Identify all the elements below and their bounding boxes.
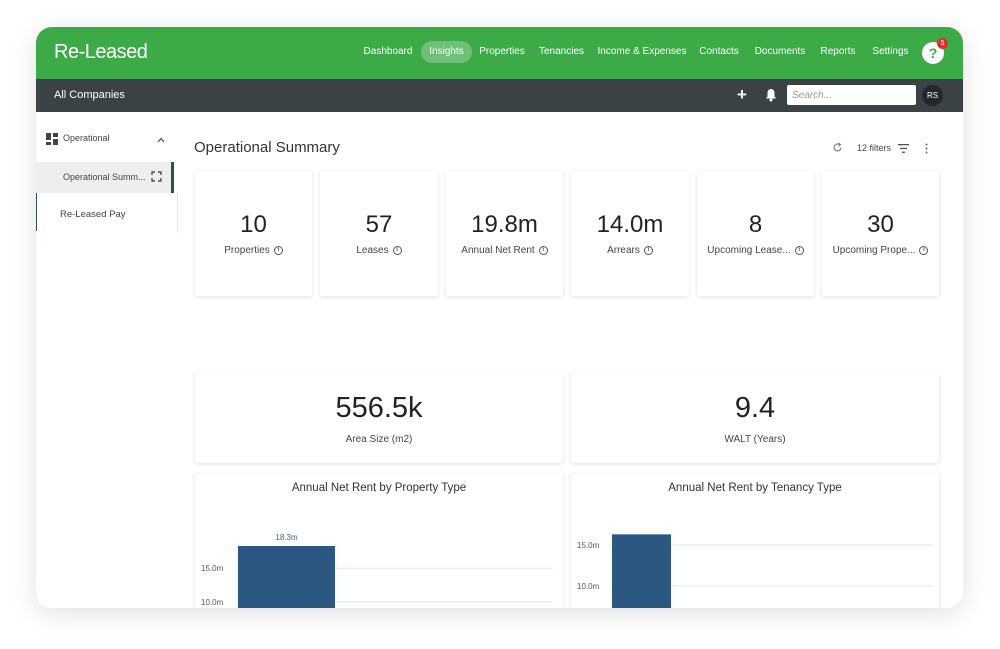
info-icon[interactable]: i — [392, 245, 402, 255]
info-icon[interactable]: i — [919, 245, 929, 255]
nav-documents[interactable]: Documents — [754, 46, 806, 57]
kpi-card-area-size[interactable]: 556.5k Area Size (m2) — [195, 372, 563, 463]
bell-icon[interactable] — [765, 88, 777, 102]
chart-title: Annual Net Rent by Property Type — [291, 482, 467, 494]
kpi-card-annual-net-rent[interactable]: 19.8m Annual Net Rent i — [446, 171, 563, 296]
nav-tenancies[interactable]: Tenancies — [538, 46, 585, 57]
chevron-up-icon[interactable] — [156, 135, 166, 145]
filter-icon[interactable] — [898, 144, 909, 153]
info-icon[interactable]: i — [538, 245, 548, 255]
kpi-label: Area Size (m2) — [345, 434, 413, 445]
sidebar-item-re-leased-pay[interactable]: Re-Leased Pay — [60, 209, 126, 220]
data-label: 18.3m — [275, 533, 298, 542]
kpi-label: WALT (Years) — [724, 434, 786, 445]
sidebar-item-label: Operational Summ... — [63, 172, 146, 182]
sidebar-divider — [177, 193, 178, 233]
kpi-value: 10 — [240, 211, 267, 238]
kpi-value: 9.4 — [734, 392, 776, 424]
kpi-card-walt[interactable]: 9.4 WALT (Years) — [571, 372, 939, 463]
kpi-card-upcoming-leases[interactable]: 8 Upcoming Lease... i — [697, 171, 814, 296]
nav-contacts[interactable]: Contacts — [699, 46, 739, 57]
add-icon[interactable]: + — [737, 85, 747, 104]
kpi-label: Upcoming Lease... i — [697, 245, 814, 256]
kpi-value: 8 — [748, 211, 763, 238]
y-tick-label: 10.0m — [201, 598, 224, 607]
nav-dashboard[interactable]: Dashboard — [363, 46, 413, 57]
y-tick-label: 15.0m — [577, 541, 600, 550]
chart-card-property-type: Annual Net Rent by Property Type 5.0m10.… — [195, 473, 563, 608]
kpi-label: Annual Net Rent i — [446, 245, 563, 256]
kpi-label: Arrears i — [571, 245, 689, 256]
kpi-card-arrears[interactable]: 14.0m Arrears i — [571, 171, 689, 296]
notification-count-badge: 5 — [937, 38, 948, 49]
avatar[interactable]: RS — [922, 85, 943, 106]
logo[interactable]: Re-Leased — [54, 41, 148, 63]
kpi-label: Leases i — [320, 245, 438, 256]
nav-reports[interactable]: Reports — [820, 46, 856, 57]
kpi-value: 14.0m — [596, 211, 664, 238]
kpi-value: 57 — [365, 211, 393, 238]
nav-settings[interactable]: Settings — [872, 46, 909, 57]
search-input[interactable] — [787, 85, 916, 105]
sidebar-indicator-line — [36, 193, 37, 231]
info-icon[interactable]: i — [273, 245, 283, 255]
kpi-card-upcoming-properties[interactable]: 30 Upcoming Prope... i — [822, 171, 939, 296]
kpi-card-properties[interactable]: 10 Properties i — [195, 171, 312, 296]
sidebar-item-operational-summary[interactable]: Operational Summ... — [36, 162, 174, 193]
kpi-value: 30 — [867, 211, 894, 238]
refresh-icon[interactable] — [832, 142, 843, 153]
nav-properties[interactable]: Properties — [479, 46, 525, 57]
kpi-value: 556.5k — [335, 392, 423, 424]
info-icon[interactable]: i — [794, 245, 804, 255]
sidebar: Operational Operational Summ... Re-Lease… — [36, 112, 179, 608]
y-tick-label: 10.0m — [577, 582, 600, 591]
kpi-label: Upcoming Prope... i — [822, 245, 939, 256]
company-selector[interactable]: All Companies — [54, 89, 125, 101]
company-bar: All Companies + RS — [36, 79, 963, 112]
more-options-icon[interactable] — [925, 143, 928, 154]
expand-icon[interactable] — [151, 171, 162, 182]
page-title: Operational Summary — [194, 139, 340, 156]
sidebar-section-label: Operational — [63, 133, 110, 143]
chart-card-tenancy-type: Annual Net Rent by Tenancy Type 5.0m10.0… — [571, 473, 939, 608]
top-navbar: Re-Leased Dashboard Insights Properties … — [36, 27, 963, 79]
dashboard-icon — [46, 133, 58, 145]
bar — [612, 534, 671, 608]
info-icon[interactable]: i — [643, 245, 653, 255]
nav-income-expenses[interactable]: Income & Expenses — [597, 46, 687, 57]
chart-title: Annual Net Rent by Tenancy Type — [668, 482, 842, 494]
filters-label[interactable]: 12 filters — [857, 143, 892, 153]
nav-insights[interactable]: Insights — [421, 41, 472, 63]
kpi-label: Properties i — [195, 245, 312, 256]
bar — [238, 546, 335, 608]
kpi-value: 19.8m — [471, 211, 538, 238]
sidebar-section-operational[interactable]: Operational — [46, 132, 171, 148]
y-tick-label: 15.0m — [201, 564, 224, 573]
app-window: Re-Leased Dashboard Insights Properties … — [36, 27, 963, 608]
kpi-card-leases[interactable]: 57 Leases i — [320, 171, 438, 296]
